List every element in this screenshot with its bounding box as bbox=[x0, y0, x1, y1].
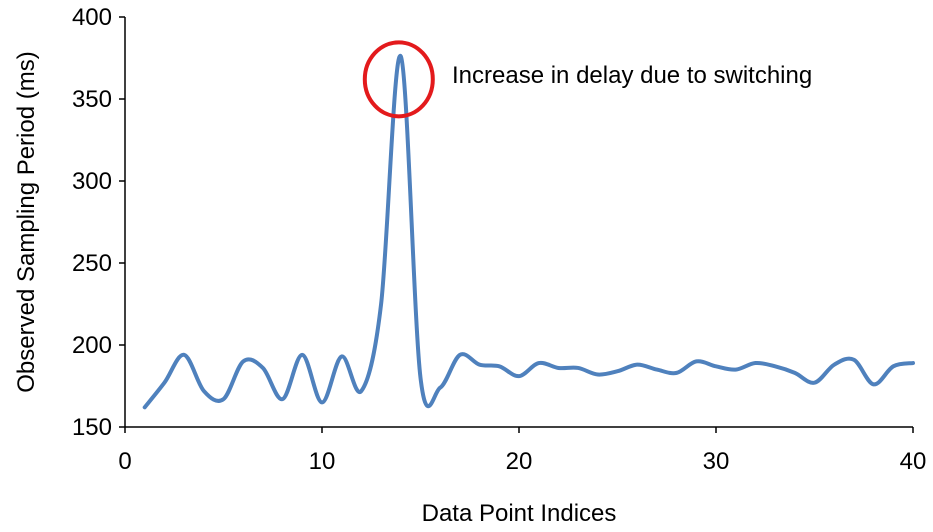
x-tick-label: 40 bbox=[900, 448, 927, 475]
data-point bbox=[793, 371, 797, 375]
data-point bbox=[596, 373, 600, 377]
series-layer bbox=[142, 54, 915, 410]
data-point bbox=[576, 366, 580, 370]
series-line bbox=[142, 54, 915, 410]
data-point bbox=[517, 374, 521, 378]
data-point bbox=[419, 376, 423, 380]
data-point bbox=[891, 364, 895, 368]
y-tick-label: 350 bbox=[72, 86, 112, 113]
y-tick-label: 150 bbox=[72, 414, 112, 441]
x-axis-label: Data Point Indices bbox=[422, 500, 617, 527]
data-point bbox=[911, 361, 915, 365]
data-point bbox=[537, 361, 541, 365]
data-point bbox=[143, 405, 147, 409]
data-point bbox=[478, 363, 482, 367]
data-point bbox=[556, 366, 560, 370]
x-tick-label: 10 bbox=[309, 448, 336, 475]
highlight-circle bbox=[362, 40, 435, 119]
data-point bbox=[359, 389, 363, 393]
data-point bbox=[734, 368, 738, 372]
data-point bbox=[832, 363, 836, 367]
data-point bbox=[438, 386, 442, 390]
y-axis-label: Observed Sampling Period (ms) bbox=[13, 51, 40, 392]
data-point bbox=[222, 397, 226, 401]
data-point bbox=[773, 364, 777, 368]
x-tick-label: 20 bbox=[506, 448, 533, 475]
data-point bbox=[182, 353, 186, 357]
data-point bbox=[379, 302, 383, 306]
x-tick-label: 0 bbox=[118, 448, 131, 475]
data-point bbox=[675, 371, 679, 375]
data-point bbox=[694, 359, 698, 363]
axes-layer: 150 200 250 300 350 400 0 10 20 30 40 bbox=[72, 4, 926, 475]
data-point bbox=[202, 389, 206, 393]
data-point bbox=[320, 400, 324, 404]
data-point bbox=[162, 381, 166, 385]
data-point bbox=[635, 363, 639, 367]
y-tick-label: 200 bbox=[72, 332, 112, 359]
data-point bbox=[753, 361, 757, 365]
x-tick-label: 30 bbox=[703, 448, 730, 475]
data-point bbox=[714, 364, 718, 368]
data-point bbox=[852, 358, 856, 362]
data-point bbox=[458, 353, 462, 357]
data-point bbox=[300, 353, 304, 357]
y-tick-label: 400 bbox=[72, 4, 112, 31]
data-point bbox=[241, 359, 245, 363]
data-point bbox=[497, 364, 501, 368]
data-point bbox=[281, 397, 285, 401]
data-point bbox=[813, 381, 817, 385]
annotation-layer: Increase in delay due to switching bbox=[362, 40, 812, 119]
data-point bbox=[616, 369, 620, 373]
data-point bbox=[261, 366, 265, 370]
annotation-text: Increase in delay due to switching bbox=[452, 62, 812, 89]
y-tick-label: 250 bbox=[72, 250, 112, 277]
data-point bbox=[340, 354, 344, 358]
data-point bbox=[655, 368, 659, 372]
y-tick-label: 300 bbox=[72, 168, 112, 195]
data-point bbox=[872, 382, 876, 386]
data-point bbox=[399, 54, 403, 58]
